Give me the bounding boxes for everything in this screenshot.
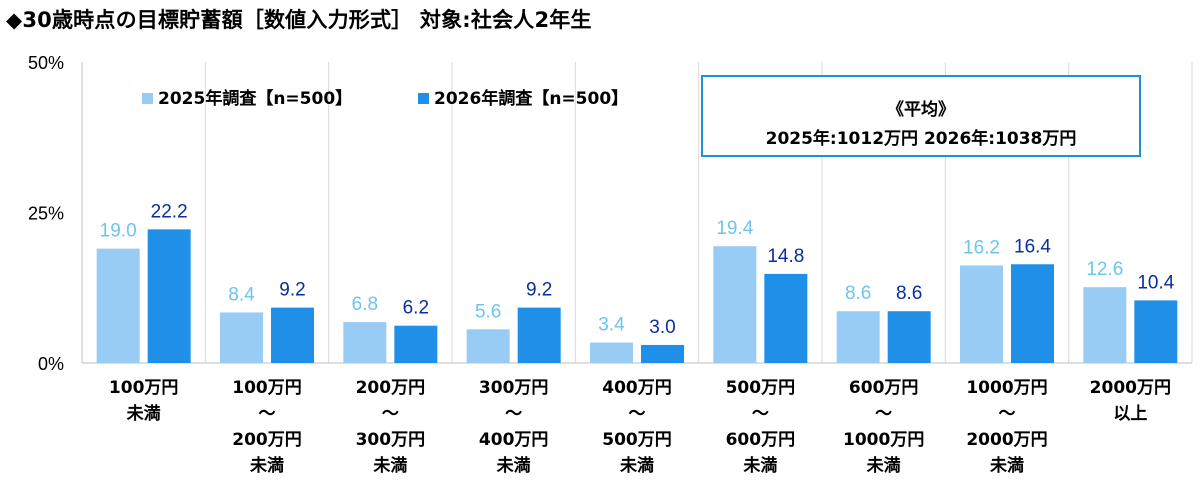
data-label-2026: 16.4 [1014, 236, 1051, 257]
bar-2026 [1011, 264, 1054, 363]
data-label-2025: 8.6 [845, 283, 871, 304]
data-label-2026: 10.4 [1137, 272, 1174, 293]
x-tick-label: 未満 [126, 403, 161, 424]
x-tick-label: 300万円 [356, 430, 426, 450]
x-tick-label: 未満 [866, 455, 901, 476]
data-label-2025: 6.8 [352, 294, 378, 315]
bar-2026 [517, 307, 561, 363]
legend-label-2026: 2026年調査【n=500】 [434, 88, 628, 109]
data-label-2026: 6.2 [403, 298, 429, 319]
x-tick-label: 300万円 [479, 378, 549, 398]
x-tick-label: ～ [382, 404, 399, 424]
data-label-2026: 3.0 [649, 317, 675, 338]
data-label-2026: 9.2 [526, 280, 552, 301]
x-tick-label: 600万円 [849, 378, 919, 398]
data-label-2025: 19.0 [100, 221, 137, 242]
chart-title: ◆30歳時点の目標貯蓄額［数値入力形式］ 対象:社会人2年生 [6, 8, 592, 32]
x-tick-label: 未満 [372, 455, 407, 476]
data-label-2025: 12.6 [1086, 259, 1123, 280]
x-tick-label: 400万円 [479, 430, 549, 450]
bar-2025 [466, 329, 510, 363]
data-label-2026: 9.2 [279, 280, 305, 301]
bar-2025 [713, 246, 757, 363]
x-tick-label: 500万円 [602, 430, 672, 450]
average-box: 《平均》 2025年:1012万円 2026年:1038万円 [701, 75, 1141, 157]
x-tick-label: 2000万円 [966, 430, 1047, 450]
x-tick-label: 未満 [619, 455, 654, 476]
x-tick-label: ～ [259, 404, 276, 424]
bar-2026 [641, 344, 684, 363]
legend-swatch-2026 [418, 93, 429, 104]
data-label-2025: 16.2 [963, 237, 1000, 258]
data-label-2025: 8.4 [228, 284, 255, 305]
x-tick-label: 未満 [989, 455, 1024, 476]
x-tick-label: 2000万円 [1090, 378, 1171, 398]
x-tick-label: 200万円 [356, 378, 426, 398]
y-tick-label: 25% [28, 204, 64, 224]
bar-2025 [836, 311, 880, 363]
legend-swatch-2025 [142, 93, 153, 104]
bar-2026 [271, 307, 314, 363]
y-tick-label: 50% [28, 53, 64, 73]
data-label-2025: 5.6 [475, 301, 501, 322]
legend-label-2025: 2025年調査【n=500】 [158, 88, 352, 109]
bar-2025 [96, 248, 140, 363]
x-tick-label: 600万円 [726, 430, 796, 450]
x-tick-label: 未満 [742, 455, 777, 476]
bar-2026 [394, 325, 438, 363]
x-tick-label: 未満 [496, 455, 531, 476]
x-tick-label: 500万円 [726, 378, 796, 398]
data-label-2026: 8.6 [896, 283, 922, 304]
bar-2025 [343, 322, 387, 363]
x-tick-label: ～ [875, 404, 892, 424]
x-tick-label: ～ [629, 404, 646, 424]
data-label-2025: 19.4 [716, 218, 753, 239]
bar-2025 [590, 342, 633, 363]
bar-2025 [960, 265, 1003, 363]
x-tick-label: ～ [505, 404, 522, 424]
bar-2026 [147, 229, 191, 363]
x-tick-label: 1000万円 [843, 430, 924, 450]
bar-2026 [887, 311, 931, 363]
bar-2025 [220, 312, 263, 363]
x-tick-label: 200万円 [232, 430, 302, 450]
data-label-2026: 14.8 [767, 246, 804, 267]
x-tick-label: 未満 [249, 455, 284, 476]
bar-2025 [1083, 287, 1127, 363]
x-tick-label: 以上 [1113, 404, 1147, 424]
average-heading: 《平均》 [887, 100, 955, 120]
x-tick-label: ～ [752, 404, 769, 424]
y-tick-label: 0% [38, 354, 64, 374]
data-label-2025: 3.4 [598, 315, 625, 336]
bar-2026 [764, 273, 808, 363]
data-label-2026: 22.2 [151, 201, 188, 222]
x-tick-label: 1000万円 [966, 378, 1047, 398]
x-tick-label: ～ [999, 404, 1016, 424]
x-tick-label: 400万円 [602, 378, 672, 398]
x-tick-label: 100万円 [109, 378, 179, 398]
average-values: 2025年:1012万円 2026年:1038万円 [765, 129, 1077, 149]
x-tick-label: 100万円 [232, 378, 302, 398]
bar-2026 [1134, 300, 1178, 363]
